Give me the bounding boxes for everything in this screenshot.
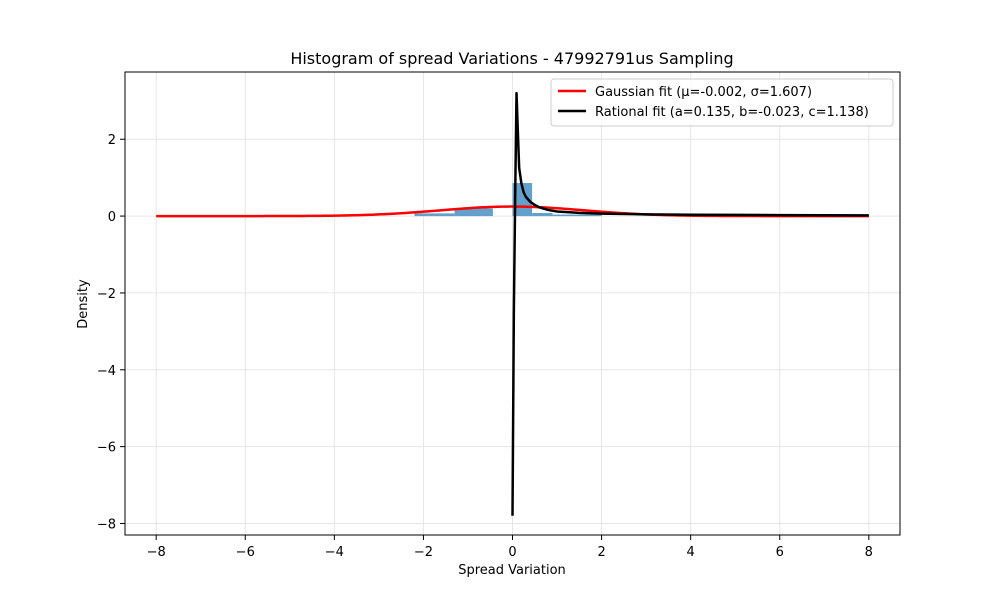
x-tick-label: −6 bbox=[236, 545, 255, 560]
rational-fit-line bbox=[511, 91, 869, 516]
y-tick-label: 0 bbox=[108, 210, 116, 225]
x-tick-label: −2 bbox=[414, 545, 433, 560]
y-tick-label: −8 bbox=[97, 517, 116, 532]
histogram-bar bbox=[532, 213, 553, 217]
x-tick-label: −4 bbox=[325, 545, 344, 560]
histogram-bar bbox=[454, 208, 493, 217]
chart-title: Histogram of spread Variations - 4799279… bbox=[290, 49, 733, 68]
x-axis-label: Spread Variation bbox=[458, 563, 566, 578]
histogram-bar bbox=[552, 214, 602, 217]
x-tick-label: 0 bbox=[508, 545, 516, 560]
legend-label-rational: Rational fit (a=0.135, b=-0.023, c=1.138… bbox=[595, 105, 869, 120]
x-tick-label: 8 bbox=[865, 545, 873, 560]
legend-frame bbox=[550, 78, 894, 127]
x-tick-label: 6 bbox=[776, 545, 784, 560]
x-axis: −8 −6 −4 −2 0 2 4 6 8 bbox=[147, 535, 873, 560]
y-tick-label: −6 bbox=[97, 441, 116, 456]
y-axis: −8 −6 −4 −2 0 2 bbox=[97, 133, 125, 532]
fit-lines bbox=[156, 91, 869, 516]
histogram-bar bbox=[414, 213, 455, 217]
legend-label-gaussian: Gaussian fit (μ=-0.002, σ=1.607) bbox=[595, 85, 812, 100]
x-tick-label: 2 bbox=[597, 545, 605, 560]
x-tick-label: −8 bbox=[147, 545, 166, 560]
y-tick-label: 2 bbox=[108, 133, 116, 148]
x-tick-label: 4 bbox=[687, 545, 695, 560]
y-tick-label: −2 bbox=[97, 287, 116, 302]
y-axis-label: Density bbox=[76, 279, 91, 329]
legend: Gaussian fit (μ=-0.002, σ=1.607) Rationa… bbox=[550, 78, 894, 127]
y-tick-label: −4 bbox=[97, 364, 116, 379]
